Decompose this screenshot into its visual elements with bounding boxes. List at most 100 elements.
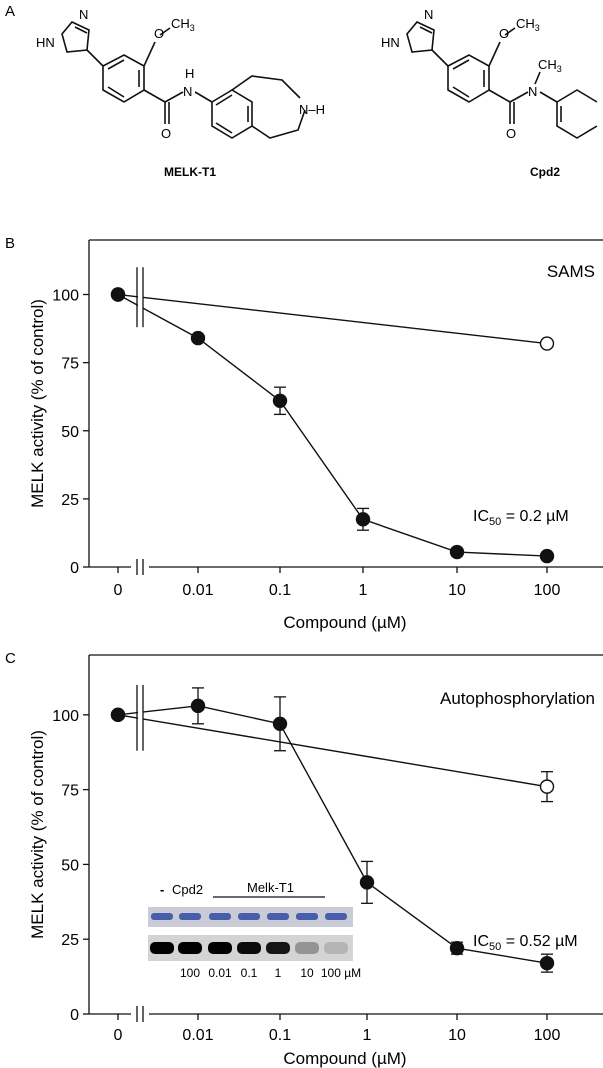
y-tick-label: 75 [61,783,79,800]
benzene-ring-2 [211,89,253,139]
data-point-filled [272,393,288,408]
loading-band [267,913,289,920]
blot-band [150,942,174,954]
y-tick-label: 0 [70,560,79,577]
atom-ch3: CH3 [516,16,540,33]
pyrazole-ring-1 [61,21,90,53]
x-tick-label: 100 [534,582,561,599]
lane-label: 0.01 [208,966,232,980]
data-point-filled [190,698,206,714]
series-line-filled [117,293,548,557]
panel-letter: B [5,235,15,252]
pyrazole-ring-2 [406,21,435,53]
series-line-filled [117,705,548,964]
loading-band [151,913,173,920]
atom-nh: N–H [299,102,325,117]
atom-carbonyl-o: O [506,126,516,141]
x-tick-label: 0 [114,582,123,599]
lane-label: 1 [275,966,282,980]
western-blot-inset: - Cpd2 Melk-T1 100 0.01 0.1 1 10 100 µM [148,880,361,980]
loading-band [209,913,231,920]
y-tick-label: 50 [61,424,79,441]
carbonyl-bond-1 [143,89,166,103]
line-break-gap [138,267,143,328]
data-point-filled [449,940,465,956]
data-point-open [539,336,555,351]
inset-dash-label: - [160,882,164,897]
atom-hn: HN [36,35,55,50]
loading-band [238,913,260,920]
cpd2-structure [406,21,598,139]
atom-n: N [79,7,88,22]
blot-band [237,942,261,954]
y-axis-label: MELK activity (% of control) [28,299,47,508]
blot-band [295,942,319,954]
blot-band [208,942,232,954]
assay-title: Autophosphorylation [440,689,595,708]
azepine-ring [231,75,301,99]
blot-band [178,942,202,954]
lane-label: 100 µM [321,966,361,980]
panel-c-chart: C 0 25 50 75 100 0 0.01 0.1 1 10 100 Compound (µM) ME… [5,650,603,1068]
atom-carbonyl-o: O [161,126,171,141]
inset-melk-label: Melk-T1 [247,880,294,895]
x-tick-label: 0.01 [182,582,213,599]
atom-h: H [185,66,194,81]
data-point-filled [272,716,288,732]
lane-label: 0.1 [241,966,258,980]
loading-band [179,913,201,920]
y-tick-label: 100 [52,708,79,725]
benzene-ring-1 [102,54,145,103]
assay-title: SAMS [547,262,595,281]
data-point-filled [539,548,555,564]
atom-ch3: CH3 [171,16,195,33]
data-point-filled [359,875,375,890]
y-axis-label: MELK activity (% of control) [28,730,47,939]
melk-t1-atoms: N HN O CH3 H N O N–H [36,7,325,141]
x-tick-label: 1 [363,1027,372,1044]
x-tick-label: 0.1 [269,1027,291,1044]
data-point-filled [449,544,465,560]
y-tick-label: 25 [61,932,79,949]
series-line-open [117,293,548,345]
melk-t1-name: MELK-T1 [164,165,216,179]
panel-a: A [5,3,598,179]
blot-band [324,942,348,954]
atom-amide-n: N [183,84,192,99]
inset-cpd2-label: Cpd2 [172,882,203,897]
y-tick-label: 50 [61,857,79,874]
y-tick-label: 75 [61,356,79,373]
panel-b-chart: B 0 25 50 75 100 0 0.01 0.1 1 10 100 Compound (µM) ME… [5,235,603,632]
y-tick-label: 0 [70,1007,79,1024]
lane-label: 100 [180,966,200,980]
data-point-filled [539,955,555,971]
x-tick-label: 1 [359,582,368,599]
y-tick-label: 100 [52,288,79,305]
loading-band [296,913,318,920]
atom-n: N [424,7,433,22]
x-tick-label: 0 [114,1027,123,1044]
atom-o-methoxy: O [154,26,164,41]
atom-o-methoxy: O [499,26,509,41]
ic50-annotation: IC50 = 0.52 µM [473,933,578,953]
series-line-open [117,714,548,788]
blot-band [266,942,290,954]
melk-t1-structure [61,21,306,139]
cpd2-atoms: N HN O CH3 CH3 N O [381,7,562,141]
data-point-filled [355,512,371,527]
panel-a-label: A [5,3,15,20]
x-tick-label: 10 [448,582,466,599]
data-point-open [539,779,555,794]
loading-band [325,913,347,920]
data-point-filled [190,330,206,346]
benzene-ring-3 [447,54,490,103]
x-tick-label: 0.01 [182,1027,213,1044]
y-tick-label: 25 [61,492,79,509]
phenyl-ring [556,89,598,103]
lane-label: 10 [300,966,314,980]
x-axis-label: Compound (µM) [283,613,406,632]
cpd2-name: Cpd2 [530,165,560,179]
atom-amide-n: N [528,84,537,99]
atom-hn: HN [381,35,400,50]
